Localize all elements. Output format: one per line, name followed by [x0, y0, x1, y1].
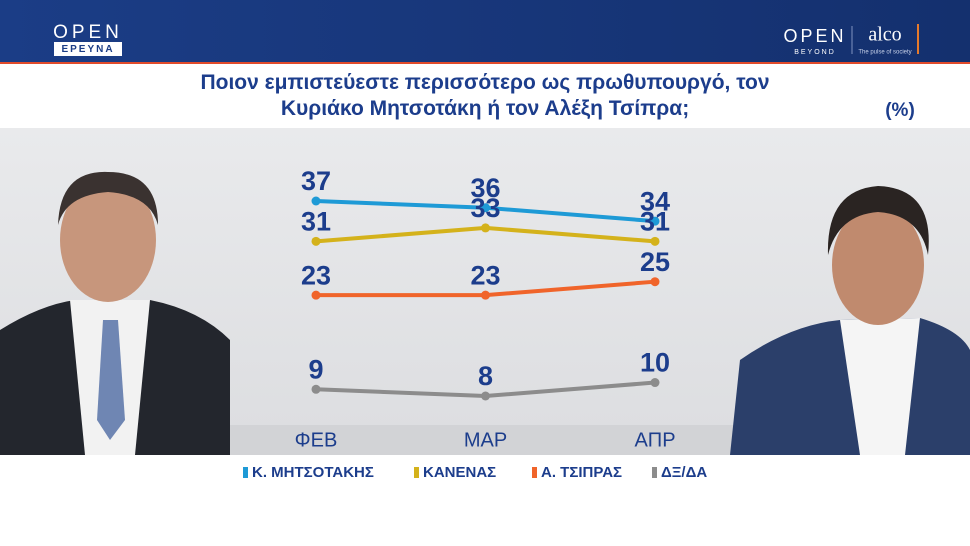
- logo-badge: [54, 42, 122, 56]
- unit-label: (%): [885, 100, 915, 121]
- photo-left: [0, 171, 230, 455]
- value-label: 8: [478, 361, 493, 391]
- header-bar: [0, 0, 970, 62]
- value-label: 25: [640, 247, 670, 277]
- value-label: 33: [470, 193, 500, 223]
- point: [650, 216, 660, 226]
- partner-accent: [917, 24, 919, 54]
- legend-marker: [532, 467, 537, 478]
- legend-marker: [652, 467, 657, 478]
- legend-marker: [414, 467, 419, 478]
- point: [481, 391, 490, 401]
- value-label: 31: [301, 206, 331, 236]
- header-stripe: [0, 62, 970, 64]
- legend-label: Α. ΤΣΙΠΡΑΣ: [541, 464, 622, 481]
- point: [481, 223, 490, 233]
- value-label: 34: [640, 186, 670, 216]
- value-label: 37: [301, 166, 331, 196]
- legend-label: ΚΑΝΕΝΑΣ: [423, 464, 496, 481]
- point: [650, 236, 660, 246]
- point: [311, 236, 321, 246]
- legend-marker: [243, 467, 248, 478]
- value-label: 23: [301, 260, 331, 290]
- photo-right: [730, 186, 970, 455]
- point: [311, 384, 321, 394]
- point: [650, 378, 660, 388]
- logo-sub: ΕΡΕΥΝΑ: [61, 44, 114, 55]
- value-label: 23: [470, 260, 500, 290]
- chart-title: Ποιον εμπιστεύεστε περισσότερο ως πρωθυπ…: [200, 71, 770, 120]
- value-label: 9: [308, 354, 323, 384]
- value-label: 36: [470, 173, 500, 203]
- point: [481, 203, 490, 213]
- value-label: 31: [640, 206, 670, 236]
- partner-tagline: The pulse of society: [858, 50, 911, 56]
- value-label: 10: [640, 348, 670, 378]
- x-tick-label: ΦΕΒ: [295, 429, 338, 451]
- point: [311, 196, 321, 206]
- point: [481, 290, 490, 300]
- point: [650, 277, 660, 287]
- logo: OPEN: [783, 26, 846, 46]
- logo-sub: BEYOND: [794, 49, 836, 56]
- legend-label: Κ. ΜΗΤΣΟΤΑΚΗΣ: [252, 464, 374, 481]
- legend-label: ΔΞ/ΔΑ: [661, 464, 707, 481]
- x-tick-label: ΜΑΡ: [464, 429, 507, 451]
- partner-logo: alco: [868, 24, 901, 46]
- point: [311, 290, 321, 300]
- x-tick-label: ΑΠΡ: [634, 429, 675, 451]
- logo: OPEN: [53, 22, 123, 43]
